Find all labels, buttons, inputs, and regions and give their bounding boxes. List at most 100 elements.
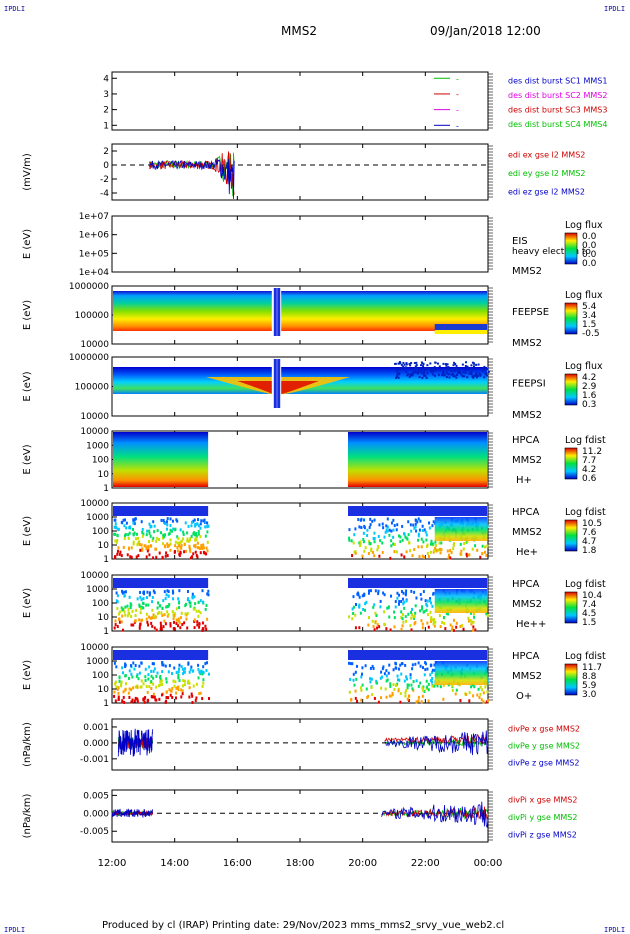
hpca-he-cell: [466, 540, 469, 544]
hpca-o-cell: [128, 687, 131, 691]
hpca-he-cell: [114, 518, 117, 522]
hpca-h-spectrogram: [348, 432, 487, 487]
hpca-he-cell: [202, 546, 205, 550]
hpca-o-cell: [414, 662, 417, 666]
hpca-hepp-cell: [486, 614, 489, 618]
feeps-ion-speckle: [409, 374, 412, 377]
hpca-he-cell: [417, 534, 420, 538]
hpca-o-cell: [389, 684, 392, 688]
hpca-he-cell: [172, 527, 175, 531]
hpca-he-cell: [186, 537, 189, 541]
hpca-hepp-cell: [400, 615, 403, 619]
hpca-he-cell: [160, 531, 163, 535]
feeps-ion-speckle: [463, 375, 466, 378]
hpca-hepp-cell: [151, 624, 154, 628]
hpca-he-cell: [435, 549, 438, 553]
feeps-ion-speckle: [403, 363, 406, 366]
feeps-ion-speckle: [447, 366, 450, 369]
feeps-ion-speckle: [398, 372, 401, 375]
hpca-he-cell: [381, 541, 384, 545]
hpca-he-cell: [178, 544, 181, 548]
hpca-he-cell: [132, 521, 135, 525]
feeps-ion-speckle: [461, 375, 464, 378]
hpca-he-cell: [113, 556, 116, 560]
hpca-hepp-cell: [138, 624, 141, 628]
hpca-he-cell: [180, 539, 183, 543]
hpca-he-cell: [169, 517, 172, 521]
hpca-o-cell: [202, 678, 205, 682]
hpca-he-ytick-label: 100: [92, 527, 109, 537]
hpca-o-cell: [400, 672, 403, 676]
feeps-ion-speckle: [420, 372, 423, 375]
hpca-hepp-cell: [178, 601, 181, 605]
hpca-hepp-cell: [138, 604, 141, 608]
hpca-he-cell: [450, 551, 453, 555]
feeps-ion-speckle: [411, 374, 414, 377]
hpca-o-cell: [142, 682, 145, 686]
x-tick-label: 00:00: [474, 858, 503, 869]
hpca-o-cell: [386, 678, 389, 682]
hpca-he-cell: [434, 544, 437, 548]
hpca-hepp-cell: [117, 612, 120, 616]
feeps-ion-speckle: [413, 367, 416, 370]
hpca-he-cell: [418, 528, 421, 532]
hpca-o-cell: [188, 686, 191, 690]
hpca-h-spectrogram: [113, 432, 209, 487]
hpca-o-cell: [177, 688, 180, 692]
hpca-he-cell: [372, 537, 375, 541]
hpca-hepp-cell: [405, 589, 408, 593]
hpca-hepp-cell: [116, 625, 119, 629]
hpca-hepp-cell: [163, 613, 166, 617]
hpca-o-cell: [150, 674, 153, 678]
feeps-ion-speckle: [408, 363, 411, 366]
hpca-o-cell: [395, 662, 398, 666]
hpca-o-cell: [406, 697, 409, 701]
hpca-o-cell: [177, 685, 180, 689]
hpca-he-cell: [139, 548, 142, 552]
hpca-h-colorbar-tick: 0.6: [582, 474, 597, 484]
feeps-ion-speckle: [437, 362, 440, 365]
hpca-o-cell: [144, 675, 147, 679]
hpca-o-colorbar-tick: 8.8: [582, 672, 597, 682]
feeps-ion-gap-edge: [273, 359, 277, 408]
hpca-he-cell: [413, 548, 416, 552]
hpca-he-cell: [382, 526, 385, 530]
hpca-he-cell: [200, 544, 203, 547]
hpca-hepp-cell: [407, 612, 410, 616]
hpca-o-colorbar-tick: 3.0: [582, 690, 597, 700]
hpca-o-cell: [161, 663, 164, 667]
hpca-he-cell: [155, 539, 158, 543]
feeps-ion-speckle: [452, 375, 455, 378]
hpca-o-cell: [427, 682, 430, 686]
hpca-he-cell: [192, 531, 195, 535]
hpca-he-colorbar-title: Log fdist: [565, 507, 606, 518]
edi-e-gse-trace: [149, 158, 235, 200]
feeps-electron-spectrogram: [113, 291, 487, 331]
hpca-o-cell: [398, 678, 401, 682]
hpca-hepp-cell: [394, 600, 397, 604]
hpca-he-cell: [486, 544, 489, 548]
hpca-o-cell: [399, 663, 402, 667]
hpca-o-cell: [152, 676, 155, 680]
hpca-he-cell: [132, 519, 135, 523]
edi-e-gse-ytick-label: -4: [100, 189, 109, 199]
hpca-he-colorbar: [564, 519, 578, 552]
hpca-o-cell: [180, 695, 183, 699]
hpca-o-cell: [385, 669, 388, 673]
hpca-he-cell: [200, 546, 203, 550]
hpca-hepp-cell: [352, 611, 355, 615]
hpca-o-cell: [439, 685, 442, 689]
feeps-ion-speckle: [396, 372, 399, 375]
hpca-o-cell: [159, 680, 162, 684]
hpca-o-cell: [162, 692, 165, 696]
hpca-he-cell: [359, 540, 362, 544]
hpca-hepp-cell: [146, 620, 149, 624]
hpca-o-cell: [173, 666, 176, 670]
hpca-hepp-cell: [444, 627, 447, 631]
hpca-hepp-cell: [453, 618, 456, 622]
logo-bottom-left: IPDLI: [4, 926, 26, 934]
hpca-he-cell: [431, 524, 434, 528]
hpca-he-cell: [395, 550, 398, 554]
hpca-o-cell: [183, 679, 186, 683]
feeps-ion-speckle: [475, 376, 478, 379]
